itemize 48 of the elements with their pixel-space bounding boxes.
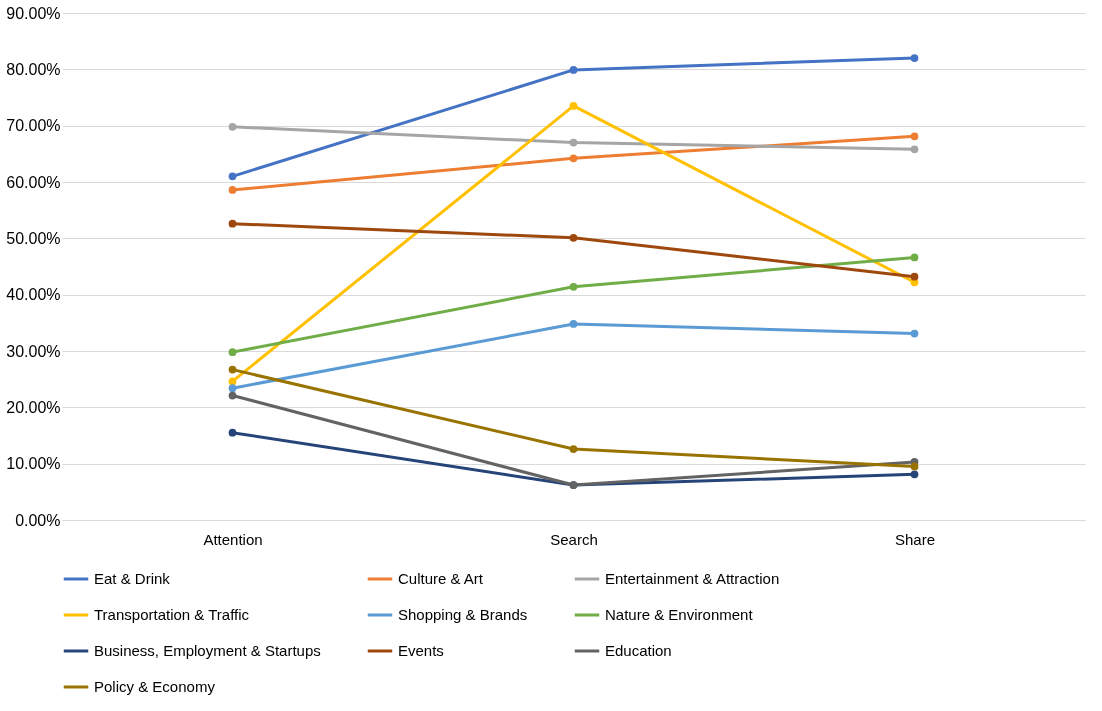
legend-label: Events (398, 642, 444, 659)
point (910, 329, 919, 338)
point (569, 320, 578, 328)
y-tick-label: 70.00% (6, 117, 61, 135)
point (228, 428, 237, 437)
x-tick-label: Share (894, 530, 936, 548)
legend-label: Policy & Economy (94, 678, 216, 695)
x-tick-label: Attention (203, 530, 263, 548)
y-tick-label: 30.00% (6, 342, 61, 360)
point (228, 348, 237, 356)
y-tick-label: 50.00% (6, 229, 61, 247)
point (228, 391, 237, 400)
y-tick-label: 20.00% (6, 398, 61, 416)
legend-label: Nature & Environment (605, 606, 754, 623)
point (569, 154, 578, 163)
point (569, 282, 578, 291)
point (910, 462, 919, 471)
y-tick-label: 40.00% (6, 286, 61, 304)
point (228, 365, 237, 374)
legend-label: Shopping & Brands (398, 606, 528, 623)
point (569, 233, 578, 242)
legend-label: Transportation & Traffic (94, 606, 250, 623)
legend-label: Eat & Drink (94, 570, 171, 587)
point (910, 54, 919, 62)
x-tick-label: Search (550, 530, 598, 548)
y-tick-label: 10.00% (6, 455, 61, 473)
point (910, 132, 919, 141)
y-tick-label: 80.00% (6, 60, 61, 78)
point (569, 102, 578, 110)
point (228, 172, 237, 181)
point (910, 272, 919, 281)
point (228, 186, 237, 194)
y-tick-label: 0.00% (15, 511, 61, 529)
point (910, 253, 919, 262)
point (569, 445, 578, 453)
point (228, 122, 237, 131)
point (569, 66, 578, 74)
point (910, 145, 919, 154)
legend-label: Culture & Art (398, 570, 484, 587)
point (569, 138, 578, 147)
point (228, 219, 237, 228)
legend-label: Education (605, 642, 672, 659)
y-tick-label: 60.00% (6, 173, 61, 191)
point (228, 384, 237, 393)
legend-label: Entertainment & Attraction (605, 570, 780, 587)
y-tick-label: 90.00% (6, 4, 61, 22)
legend-label: Business, Employment & Startups (94, 642, 321, 659)
point (910, 470, 919, 479)
